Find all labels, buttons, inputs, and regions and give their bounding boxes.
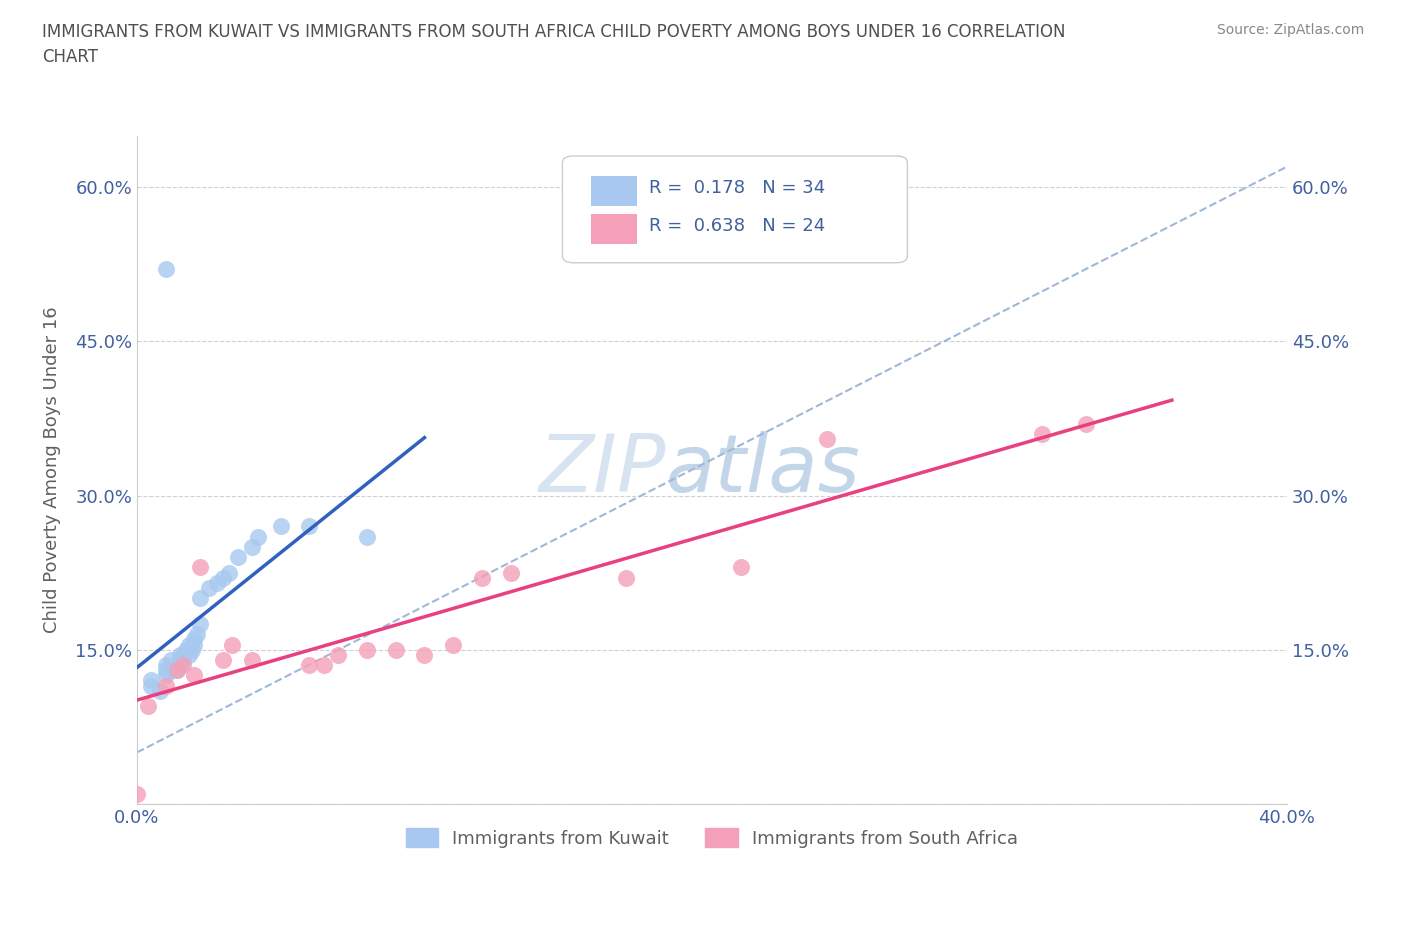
Point <box>169 647 191 662</box>
Point <box>298 519 321 534</box>
Point <box>226 550 249 565</box>
Point <box>212 570 235 585</box>
Point <box>172 653 194 668</box>
Point <box>207 576 229 591</box>
Text: Source: ZipAtlas.com: Source: ZipAtlas.com <box>1216 23 1364 37</box>
Point <box>240 653 263 668</box>
Text: R =  0.638   N = 24: R = 0.638 N = 24 <box>648 218 825 235</box>
Text: atlas: atlas <box>666 431 860 509</box>
Point <box>240 539 263 554</box>
Point <box>270 519 292 534</box>
Point <box>155 262 177 277</box>
Point <box>356 643 378 658</box>
Point <box>499 565 522 580</box>
Text: ZIP: ZIP <box>538 431 666 509</box>
Point <box>155 668 177 683</box>
Point <box>180 643 202 658</box>
Point <box>384 643 406 658</box>
Point <box>815 432 838 446</box>
Point <box>174 643 197 658</box>
Point <box>441 637 464 652</box>
Point <box>169 658 191 672</box>
Point <box>177 647 200 662</box>
Point <box>1074 416 1097 431</box>
FancyBboxPatch shape <box>591 214 637 244</box>
Point <box>183 632 205 647</box>
Point <box>155 663 177 678</box>
Point <box>328 647 350 662</box>
Point <box>138 698 160 713</box>
Point <box>183 637 205 652</box>
Text: IMMIGRANTS FROM KUWAIT VS IMMIGRANTS FROM SOUTH AFRICA CHILD POVERTY AMONG BOYS : IMMIGRANTS FROM KUWAIT VS IMMIGRANTS FRO… <box>42 23 1066 66</box>
Point <box>1031 427 1053 442</box>
Point <box>218 565 240 580</box>
Point <box>614 570 637 585</box>
Point <box>198 580 221 595</box>
Point <box>166 663 188 678</box>
Point <box>183 668 205 683</box>
Point <box>471 570 494 585</box>
Point <box>169 653 191 668</box>
Point <box>188 560 211 575</box>
Point <box>298 658 321 672</box>
Point <box>730 560 752 575</box>
Legend: Immigrants from Kuwait, Immigrants from South Africa: Immigrants from Kuwait, Immigrants from … <box>398 821 1025 855</box>
FancyBboxPatch shape <box>591 176 637 206</box>
Point <box>141 678 163 693</box>
Point <box>188 591 211 605</box>
Point <box>166 663 188 678</box>
Point <box>172 647 194 662</box>
Point <box>141 673 163 688</box>
Point <box>155 678 177 693</box>
Point <box>356 529 378 544</box>
Point <box>149 684 172 698</box>
Text: R =  0.178   N = 34: R = 0.178 N = 34 <box>648 179 825 197</box>
Point <box>155 658 177 672</box>
Point <box>160 663 183 678</box>
Point <box>186 627 208 642</box>
Point <box>188 617 211 631</box>
Point <box>125 786 148 801</box>
Point <box>221 637 243 652</box>
Y-axis label: Child Poverty Among Boys Under 16: Child Poverty Among Boys Under 16 <box>44 307 60 633</box>
Point <box>246 529 269 544</box>
FancyBboxPatch shape <box>562 156 907 263</box>
Point <box>177 637 200 652</box>
Point <box>212 653 235 668</box>
Point <box>413 647 436 662</box>
Point <box>312 658 335 672</box>
Point <box>172 658 194 672</box>
Point <box>160 653 183 668</box>
